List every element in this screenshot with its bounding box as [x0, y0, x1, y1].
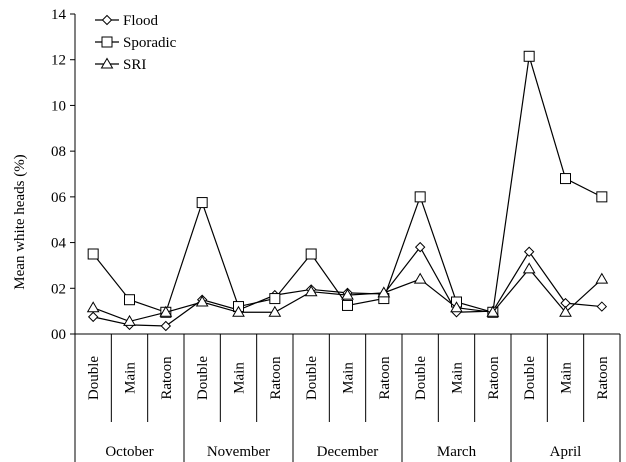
data-point-triangle — [341, 288, 354, 300]
data-point-square — [269, 293, 281, 305]
data-point-triangle — [159, 305, 173, 317]
data-point-triangle — [304, 285, 318, 297]
y-tick-label: 14 — [51, 7, 67, 23]
data-point-triangle — [268, 305, 282, 317]
series-layer — [86, 50, 609, 332]
data-point-diamond — [87, 311, 99, 323]
legend-label: Sporadic — [123, 35, 177, 51]
x-tick-label: Double — [413, 356, 429, 401]
data-point-triangle — [100, 57, 114, 69]
legend-item: Sporadic — [95, 35, 177, 51]
data-point-triangle — [522, 262, 536, 274]
data-point-triangle — [232, 305, 245, 317]
data-point-triangle — [450, 301, 463, 313]
data-point-square — [196, 197, 208, 209]
y-tick-label: 06 — [51, 190, 67, 206]
legend: Flood Sporadic SRI — [95, 13, 177, 73]
legend-label: SRI — [123, 57, 146, 73]
x-tick-label: Ratoon — [268, 356, 284, 400]
group-label: October — [105, 444, 153, 460]
group-label: March — [437, 444, 477, 460]
group-label: April — [550, 444, 582, 460]
data-point-triangle — [86, 301, 100, 313]
legend-item: SRI — [95, 57, 146, 73]
y-tick-label: 00 — [51, 327, 66, 343]
y-tick-label: 12 — [51, 53, 66, 69]
data-point-diamond — [160, 320, 172, 332]
x-tick-label: Double — [522, 356, 538, 401]
x-tick-label: Ratoon — [486, 356, 502, 400]
data-point-triangle — [595, 272, 609, 284]
x-tick-label: Double — [86, 356, 102, 401]
data-point-triangle — [413, 272, 427, 284]
x-tick-label: Main — [559, 362, 575, 394]
data-point-square — [305, 248, 317, 260]
legend-label: Flood — [123, 13, 159, 29]
x-tick-label: Double — [304, 356, 320, 401]
data-point-square — [523, 50, 535, 62]
data-point-triangle — [486, 305, 500, 317]
data-point-diamond — [596, 301, 608, 312]
series-sri — [86, 262, 609, 326]
axes: 00 02 04 06 08 10 12 14 Double Main Ratoon Double Ma… — [51, 7, 621, 462]
x-tick-label: Ratoon — [595, 356, 611, 400]
data-point-triangle — [123, 314, 136, 326]
data-point-square — [124, 294, 135, 306]
y-tick-label: 08 — [51, 144, 66, 160]
x-tick-label: Double — [195, 356, 211, 401]
y-tick-label: 10 — [51, 98, 66, 114]
series-sporadic — [87, 50, 608, 318]
x-tick-label: Main — [341, 362, 357, 394]
data-point-square — [596, 191, 608, 203]
y-tick-label: 02 — [51, 281, 66, 297]
data-point-square — [87, 248, 99, 260]
legend-item: Flood — [95, 13, 159, 29]
x-tick-label: Main — [123, 362, 139, 394]
group-label: December — [317, 444, 379, 460]
data-point-diamond — [523, 246, 535, 257]
data-point-diamond — [414, 241, 426, 253]
y-tick-label: 04 — [51, 236, 67, 252]
x-tick-label: Ratoon — [377, 356, 393, 400]
x-tick-label: Main — [450, 362, 466, 394]
x-tick-label: Main — [232, 362, 248, 394]
data-point-square — [414, 191, 426, 203]
data-point-diamond — [101, 14, 113, 26]
data-point-triangle — [377, 286, 391, 298]
x-tick-label: Ratoon — [159, 356, 175, 400]
data-point-triangle — [195, 295, 209, 307]
data-point-square — [101, 36, 113, 48]
y-axis-label: Mean white heads (%) — [12, 154, 28, 289]
data-point-triangle — [559, 305, 572, 317]
data-point-square — [560, 173, 571, 185]
group-label: November — [207, 444, 270, 460]
data-point-square — [342, 299, 353, 311]
